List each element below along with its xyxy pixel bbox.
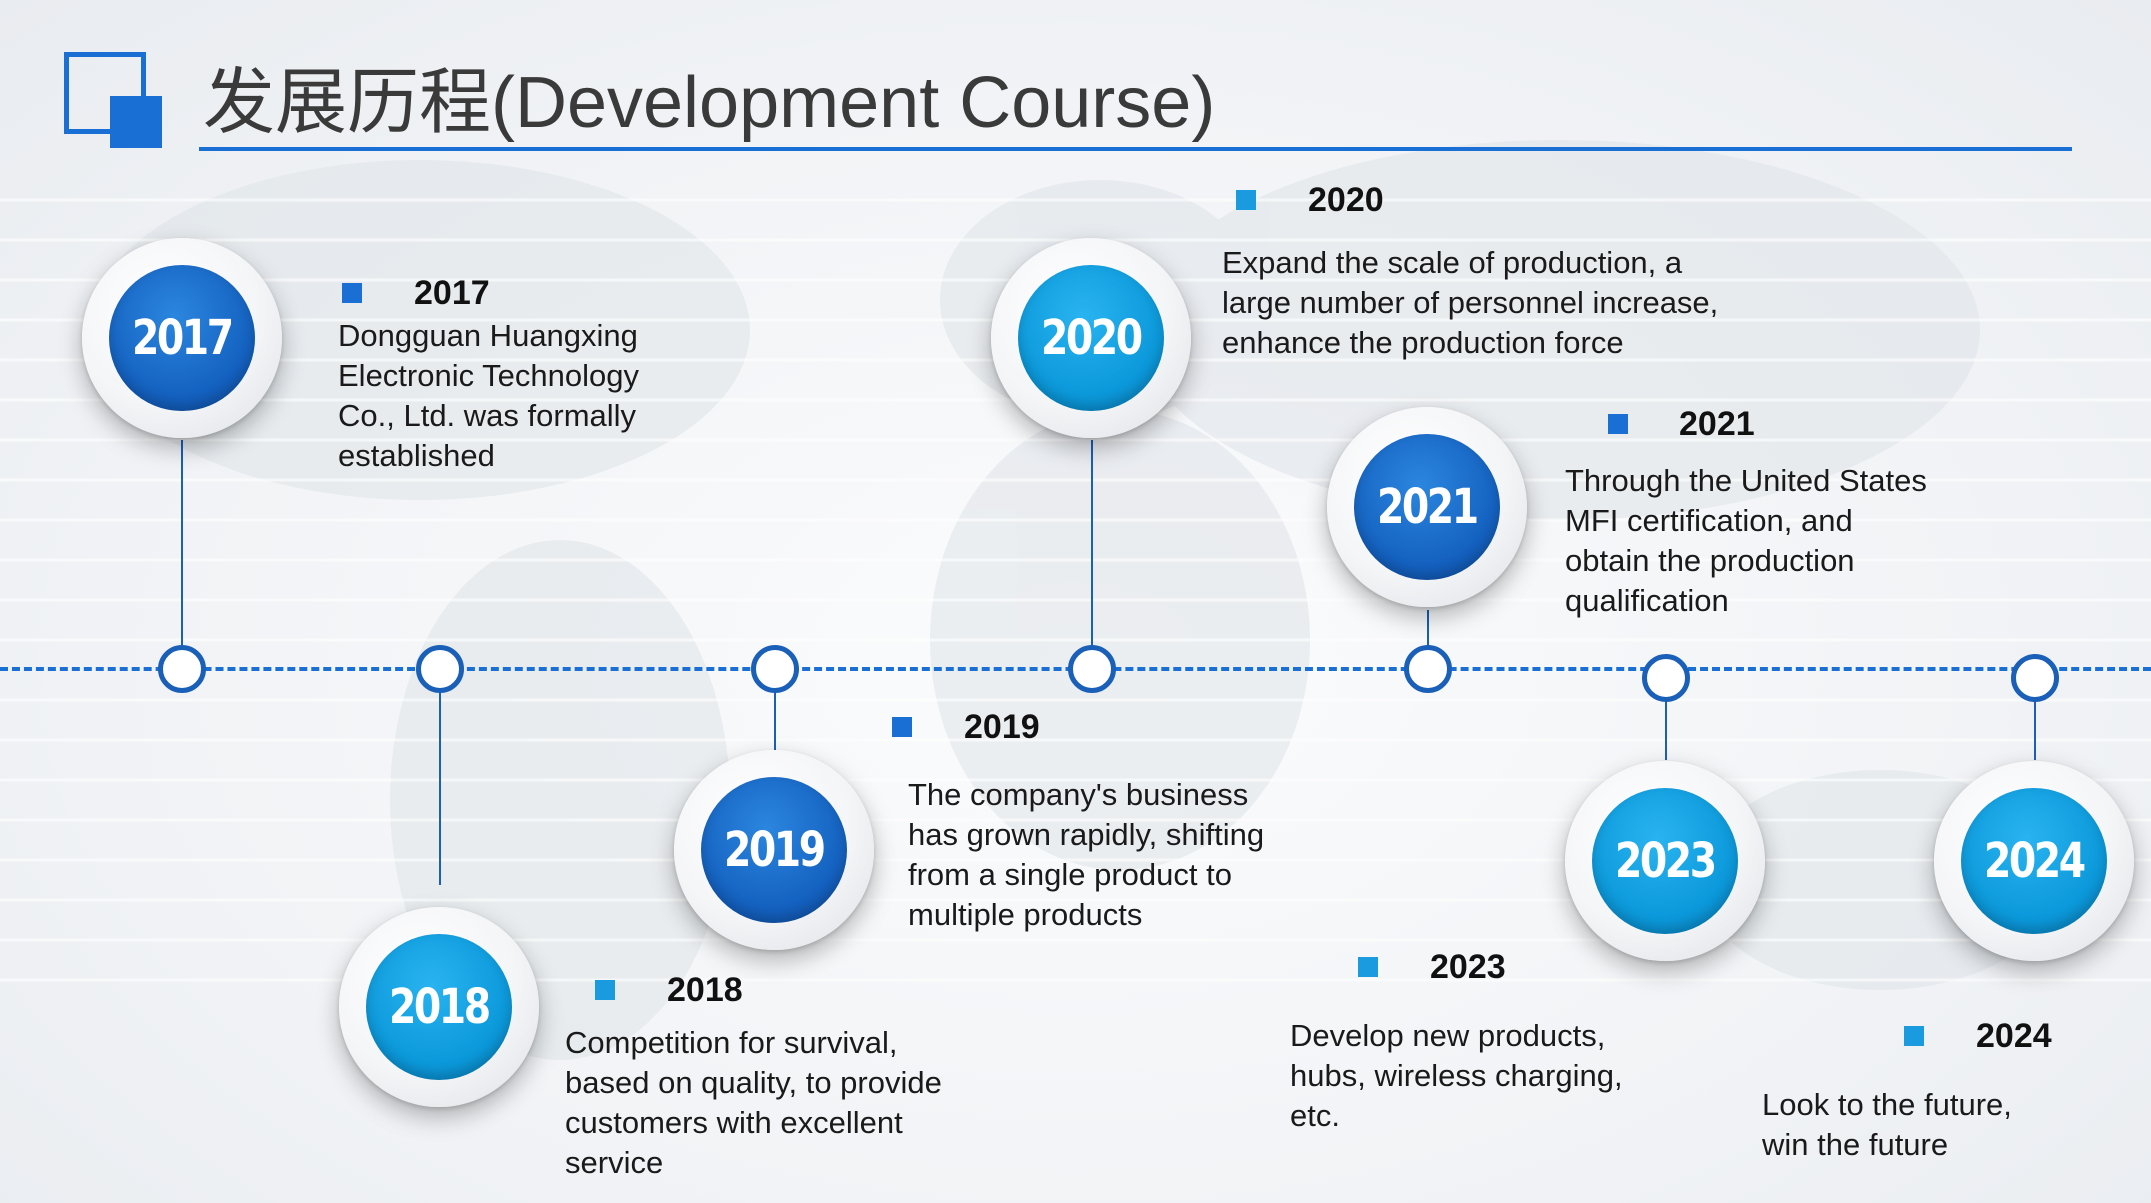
connector-2019	[774, 690, 776, 750]
event-heading-2023: 2023	[1430, 948, 1506, 986]
description-line: customers with excellent	[565, 1105, 903, 1140]
year-badge-2018: 2018	[339, 907, 539, 1107]
title-underline	[199, 147, 2072, 151]
timeline-node-2017	[158, 645, 206, 693]
description-line: multiple products	[908, 897, 1143, 932]
event-description-2018: Competition for survival, based on quali…	[565, 1023, 942, 1183]
event-description-2019: The company's business has grown rapidly…	[908, 775, 1264, 935]
description-line: Dongguan Huangxing	[338, 318, 638, 353]
year-badge-2023: 2023	[1565, 761, 1765, 961]
connector-2023	[1665, 700, 1667, 760]
year-badge-label: 2024	[1984, 833, 2086, 889]
description-line: established	[338, 438, 495, 473]
bullet-square-icon	[1608, 414, 1628, 434]
timeline-node-2018	[416, 645, 464, 693]
connector-2021	[1427, 610, 1429, 650]
description-line: Electronic Technology	[338, 358, 639, 393]
connector-2020	[1091, 440, 1093, 650]
description-line: Expand the scale of production, a	[1222, 245, 1683, 280]
timeline-node-2019	[751, 645, 799, 693]
page-title: 发展历程(Development Course)	[203, 63, 1216, 143]
event-description-2024: Look to the future, win the future	[1762, 1085, 2012, 1165]
description-line: hubs, wireless charging,	[1290, 1058, 1623, 1093]
event-description-2017: Dongguan Huangxing Electronic Technology…	[338, 316, 639, 476]
event-heading-2020: 2020	[1308, 181, 1384, 219]
description-line: etc.	[1290, 1098, 1340, 1133]
description-line: Develop new products,	[1290, 1018, 1606, 1053]
description-line: Co., Ltd. was formally	[338, 398, 637, 433]
year-badge-label: 2018	[389, 979, 491, 1035]
event-description-2021: Through the United States MFI certificat…	[1565, 461, 1927, 621]
event-description-2020: Expand the scale of production, a large …	[1222, 243, 1718, 363]
connector-2018	[439, 690, 441, 885]
bullet-square-icon	[595, 980, 615, 1000]
year-badge-label: 2020	[1041, 310, 1143, 366]
event-heading-2024: 2024	[1976, 1017, 2052, 1055]
event-heading-2018: 2018	[667, 971, 743, 1009]
bullet-square-icon	[342, 283, 362, 303]
event-description-2023: Develop new products, hubs, wireless cha…	[1290, 1016, 1623, 1136]
description-line: qualification	[1565, 583, 1729, 618]
description-line: Through the United States	[1565, 463, 1927, 498]
year-badge-2019: 2019	[674, 750, 874, 950]
description-line: enhance the production force	[1222, 325, 1624, 360]
bullet-square-icon	[1358, 957, 1378, 977]
year-badge-2024: 2024	[1934, 761, 2134, 961]
bullet-square-icon	[1904, 1026, 1924, 1046]
title-logo-square	[110, 96, 162, 148]
description-line: MFI certification, and	[1565, 503, 1853, 538]
timeline-node-2023	[1642, 654, 1690, 702]
timeline-node-2021	[1404, 645, 1452, 693]
description-line: Competition for survival,	[565, 1025, 898, 1060]
bullet-square-icon	[892, 717, 912, 737]
description-line: service	[565, 1145, 664, 1180]
year-badge-label: 2023	[1615, 833, 1717, 889]
title-logo-icon	[64, 52, 146, 134]
description-line: The company's business	[908, 777, 1249, 812]
description-line: from a single product to	[908, 857, 1232, 892]
connector-2017	[181, 440, 183, 650]
year-badge-label: 2021	[1377, 479, 1479, 535]
bullet-square-icon	[1236, 190, 1256, 210]
year-badge-2021: 2021	[1327, 407, 1527, 607]
description-line: based on quality, to provide	[565, 1065, 942, 1100]
connector-2024	[2034, 700, 2036, 760]
timeline-node-2020	[1068, 645, 1116, 693]
description-line: large number of personnel increase,	[1222, 285, 1719, 320]
description-line: win the future	[1762, 1127, 1949, 1162]
year-badge-label: 2019	[724, 822, 826, 878]
year-badge-2017: 2017	[82, 238, 282, 438]
description-line: obtain the production	[1565, 543, 1855, 578]
event-heading-2017: 2017	[414, 274, 490, 312]
timeline-node-2024	[2011, 654, 2059, 702]
event-heading-2021: 2021	[1679, 405, 1755, 443]
event-heading-2019: 2019	[964, 708, 1040, 746]
description-line: Look to the future,	[1762, 1087, 2012, 1122]
description-line: has grown rapidly, shifting	[908, 817, 1265, 852]
year-badge-2020: 2020	[991, 238, 1191, 438]
year-badge-label: 2017	[132, 310, 234, 366]
